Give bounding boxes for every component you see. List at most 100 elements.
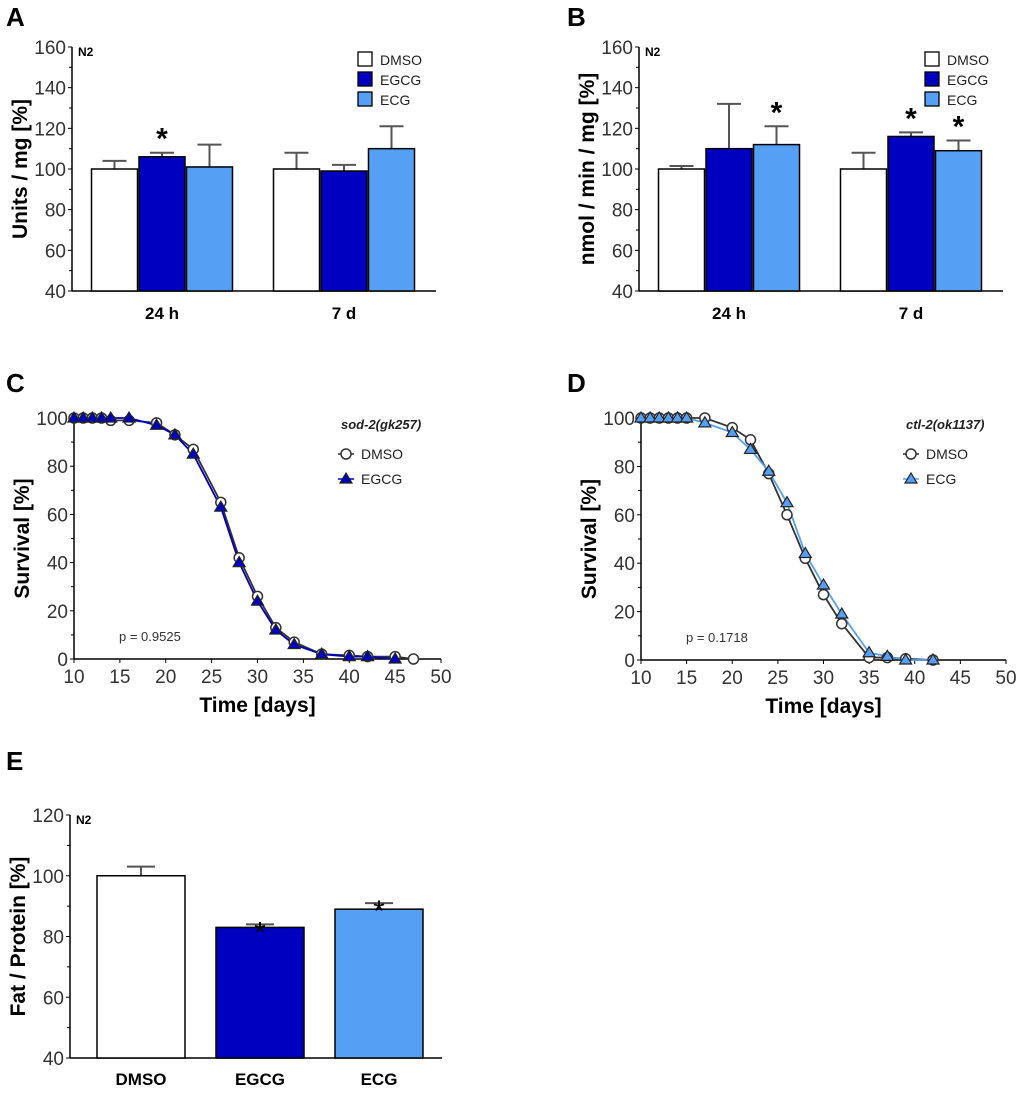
panel-d-marker-triangle xyxy=(725,425,740,438)
panel-b-bar-ecg xyxy=(934,149,983,292)
panel-d-line-ecg xyxy=(641,417,933,661)
panel-c-y-tick-label: 100 xyxy=(36,409,68,430)
panel-c-marker-circle xyxy=(340,448,352,460)
panel-e-bar-ecg xyxy=(334,908,424,1059)
panel-b-legend-label: DMSO xyxy=(947,52,989,68)
panel-d-x-tick-label: 45 xyxy=(950,668,971,689)
panel-c-x-tick-label: 40 xyxy=(339,667,360,688)
panel-e-y-tick-label: 120 xyxy=(32,806,64,827)
panel-d-marker-triangle xyxy=(816,577,831,590)
panel-d-marker-circle xyxy=(781,509,793,521)
panel-d-y-axis-label: Survival [%] xyxy=(578,479,601,599)
panel-d-line-dmso xyxy=(641,417,934,661)
panel-d-y-tick-label: 20 xyxy=(614,603,635,624)
panel-b-significance-mark: * xyxy=(953,111,965,144)
panel-a-strain-tag: N2 xyxy=(78,45,94,59)
panel-b-legend-label: EGCG xyxy=(947,72,988,88)
panel-b-y-tick-label: 120 xyxy=(601,119,633,140)
panel-a-y-tick-label: 80 xyxy=(45,201,66,222)
panel-a-x-tick-label: 24 h xyxy=(145,304,179,323)
panel-d-y-tick-label: 80 xyxy=(614,457,635,478)
panel-d-marker-circle xyxy=(836,617,848,630)
panel-d-marker-circle xyxy=(817,588,830,601)
panel-d-marker-triangle xyxy=(862,645,877,658)
panel-d-marker-triangle xyxy=(697,415,712,428)
panel-d-y-tick-label: 60 xyxy=(614,506,635,527)
panel-b-y-tick-label: 40 xyxy=(612,282,633,303)
panel-d-marker-triangle xyxy=(925,652,941,665)
panel-e-significance-mark: * xyxy=(254,916,266,949)
panel-e-bar-egcg xyxy=(215,926,305,1059)
panel-a-y-axis-label: Units / mg [%] xyxy=(9,99,32,239)
panel-d-legend-label: ECG xyxy=(926,471,956,487)
panel-a-bar-dmso xyxy=(272,168,321,292)
panel-b-bar-egcg xyxy=(887,135,935,292)
panel-c-marker-triangle xyxy=(338,471,354,484)
panel-c-marker-triangle xyxy=(213,500,228,512)
panel-e-bar-dmso xyxy=(96,875,186,1059)
panel-a-bar-egcg xyxy=(138,156,186,292)
panel-c-marker-triangle xyxy=(250,593,265,606)
panel-c-marker-triangle xyxy=(167,427,182,440)
panel-d-x-tick-label: 40 xyxy=(904,668,925,689)
panel-a-y-tick-label: 60 xyxy=(45,241,66,262)
panel-d-legend-label: DMSO xyxy=(926,446,968,462)
panel-d-x-axis-label: Time [days] xyxy=(765,695,881,718)
panel-e-y-tick-label: 40 xyxy=(43,1049,64,1070)
panel-e-x-tick-label: DMSO xyxy=(116,1070,167,1089)
panel-c-y-tick-label: 80 xyxy=(47,457,68,478)
panel-e-y-tick-label: 100 xyxy=(32,867,64,888)
panel-b-bar-dmso xyxy=(839,168,888,292)
panel-label-b: B xyxy=(567,2,586,32)
panel-c-marker-triangle xyxy=(103,410,118,423)
panel-c-x-tick-label: 15 xyxy=(109,667,130,688)
panel-c-y-tick-label: 40 xyxy=(47,554,68,575)
panel-c-x-tick-label: 25 xyxy=(201,667,222,688)
panel-c-marker-triangle xyxy=(268,622,283,635)
panel-c-x-tick-label: 10 xyxy=(63,667,84,688)
panel-c-legend-label: DMSO xyxy=(361,446,403,462)
panel-e-strain-tag: N2 xyxy=(76,813,92,827)
panel-c-marker-triangle xyxy=(388,651,403,664)
panel-d-y-tick-label: 100 xyxy=(603,409,635,430)
panel-c-marker-triangle xyxy=(314,647,329,659)
panel-c-legend-label: EGCG xyxy=(361,471,402,487)
panel-e-x-tick-label: EGCG xyxy=(235,1070,285,1089)
panel-label-c: C xyxy=(6,368,25,398)
panel-d-marker-triangle xyxy=(880,649,895,661)
panel-a-y-tick-label: 120 xyxy=(34,119,66,140)
panel-b-legend-swatch-dmso xyxy=(924,51,940,67)
panel-e-y-axis-label: Fat / Protein [%] xyxy=(7,857,30,1017)
panel-d-x-tick-label: 20 xyxy=(722,668,743,689)
panel-b-legend-label: ECG xyxy=(947,92,977,108)
panel-c-marker-triangle xyxy=(287,637,302,650)
panel-c-marker-triangle xyxy=(94,410,109,423)
panel-a-legend-swatch-ecg xyxy=(357,91,373,107)
panel-c-marker-triangle xyxy=(232,555,247,568)
panel-b-bar-ecg xyxy=(752,143,801,292)
panel-d-marker-triangle xyxy=(643,410,658,423)
panel-d-marker-triangle xyxy=(743,442,758,455)
panel-c-p-value: p = 0.9525 xyxy=(119,629,181,644)
panel-d-y-tick-label: 0 xyxy=(624,651,635,672)
panel-d-marker-triangle xyxy=(898,652,913,665)
panel-b-significance-mark: * xyxy=(905,102,917,135)
panel-c-x-tick-label: 20 xyxy=(155,667,176,688)
panel-c-x-tick-label: 35 xyxy=(293,667,314,688)
panel-c-marker-triangle xyxy=(85,410,100,423)
panel-c-marker-circle xyxy=(407,653,420,665)
panel-b-y-tick-label: 140 xyxy=(601,79,633,100)
panel-c-x-tick-label: 45 xyxy=(385,667,406,688)
panel-a-bar-dmso xyxy=(90,168,139,292)
panel-c-y-tick-label: 60 xyxy=(47,505,68,526)
panel-d-legend-title: ctl-2(ok1137) xyxy=(906,417,985,432)
panel-a-legend-label: ECG xyxy=(380,92,410,108)
panel-d-marker-triangle xyxy=(761,464,776,476)
panel-e-significance-mark: * xyxy=(373,895,385,928)
panel-a-bar-ecg xyxy=(367,147,416,292)
panel-label-e: E xyxy=(6,746,24,776)
panel-c-x-axis-label: Time [days] xyxy=(199,694,315,717)
panel-e-y-tick-label: 60 xyxy=(43,988,64,1009)
